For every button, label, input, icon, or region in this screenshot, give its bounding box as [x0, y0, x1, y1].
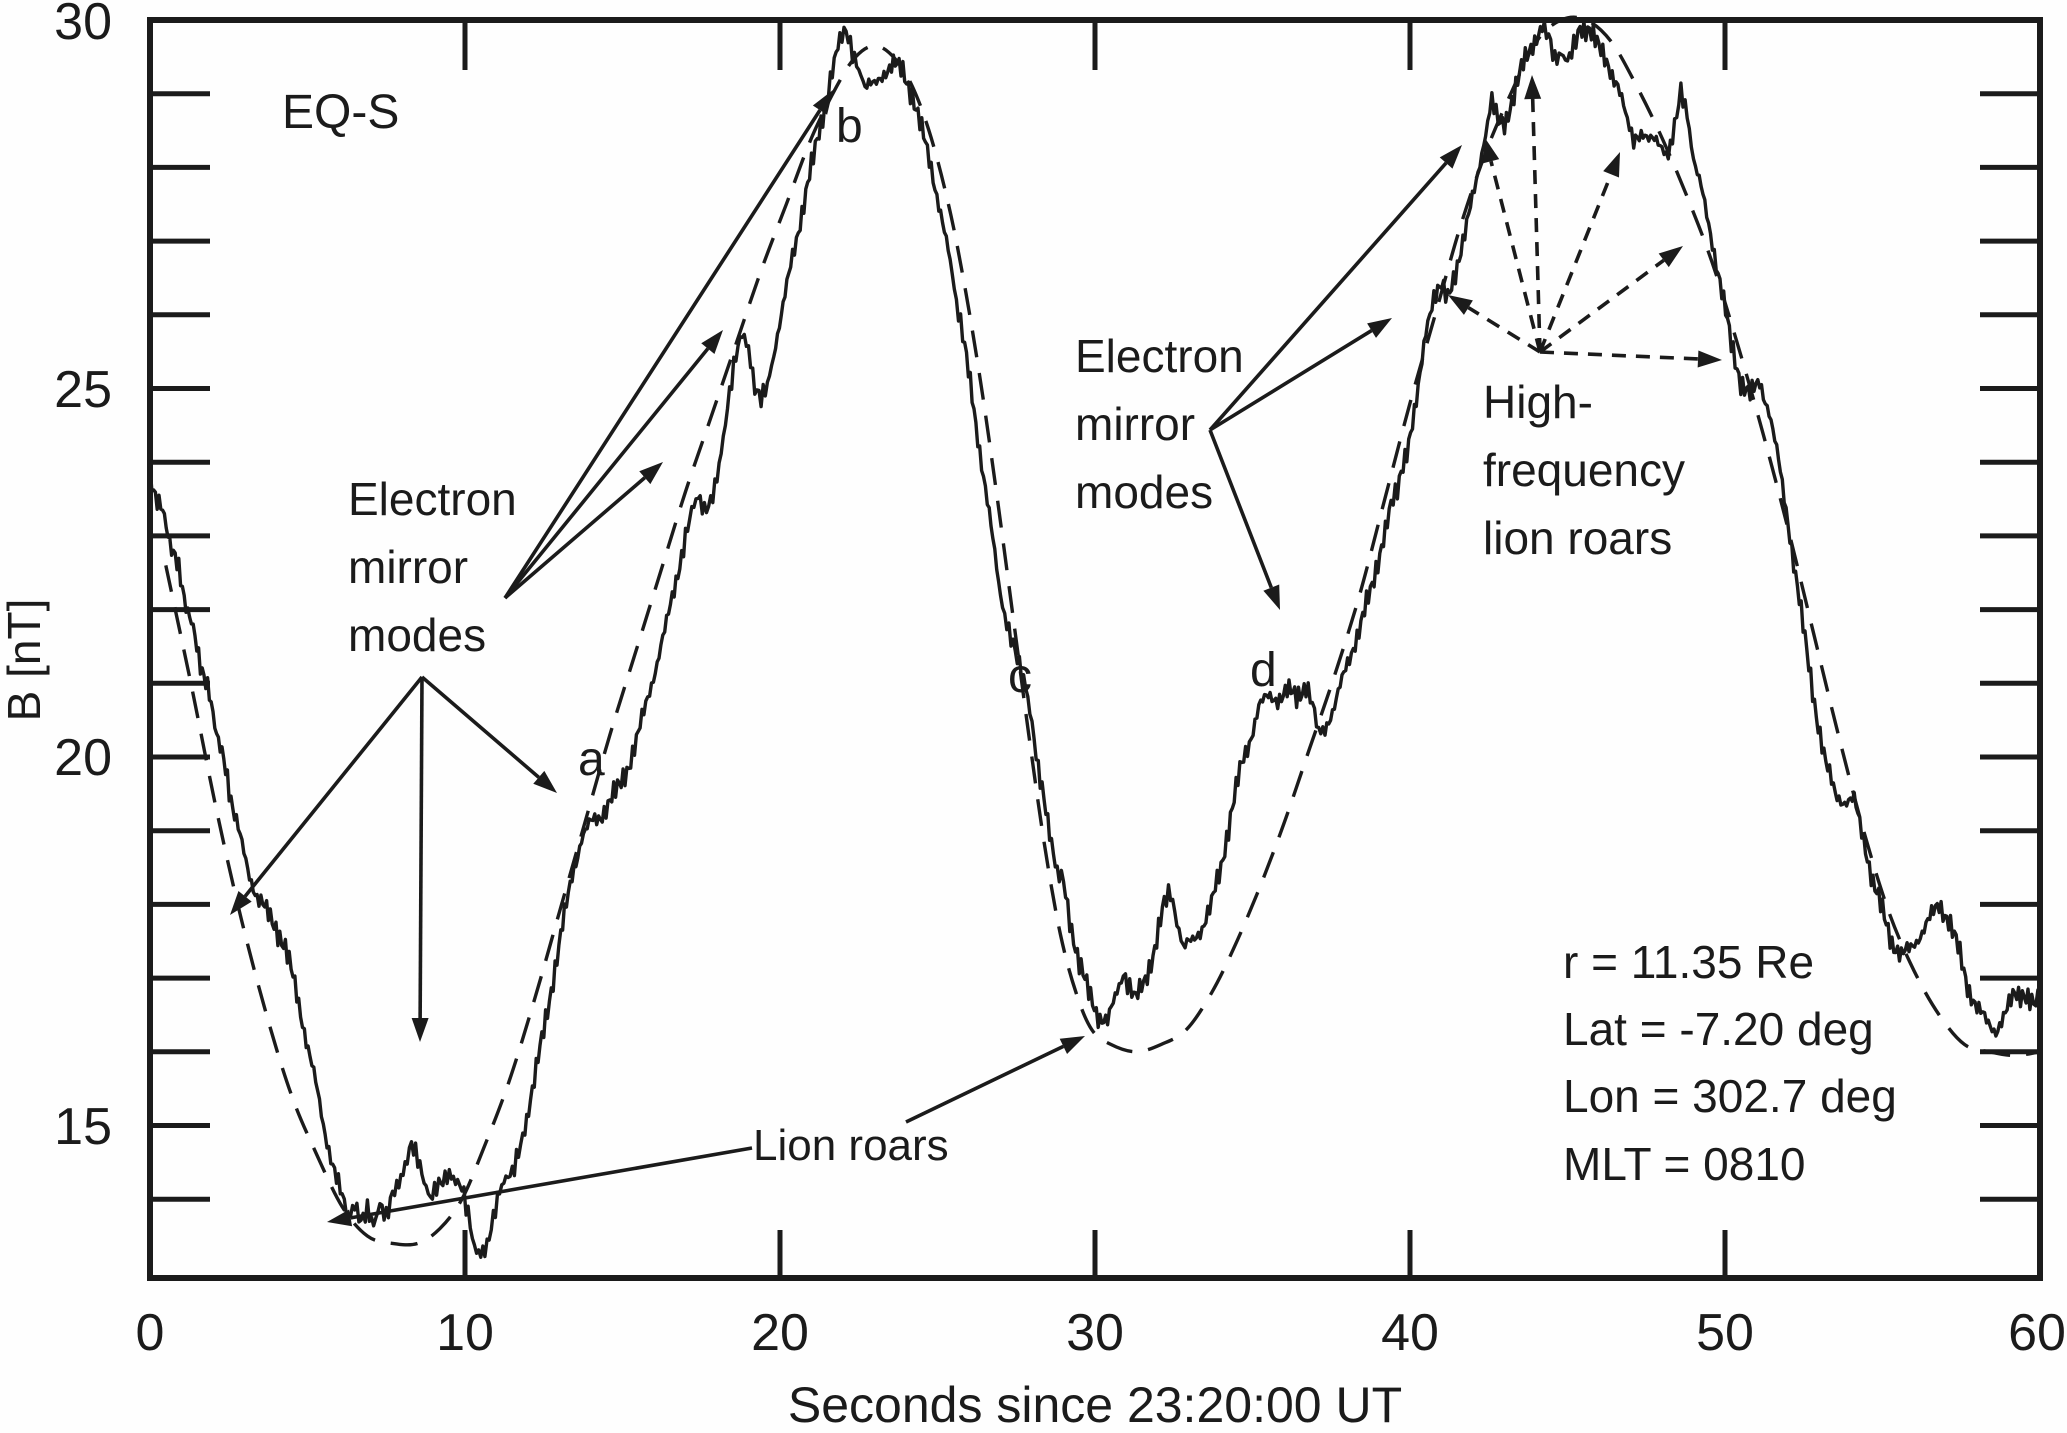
y-axis-title: B [nT] [0, 599, 50, 722]
axis-ticks [150, 20, 2040, 1278]
emm-right-arrow-2-shaft [1208, 429, 1273, 589]
emm-left-arrow-down-1-shaft [418, 676, 424, 1019]
metadata-longitude: Lon = 302.7 deg [1563, 1070, 1897, 1122]
emm-left-arrow-down-2 [420, 675, 557, 793]
y-tick-label-15: 15 [54, 1098, 112, 1156]
x-tick-label-0: 0 [136, 1304, 165, 1362]
y-tick-label-30: 30 [54, 0, 112, 51]
emm-left-arrow-up-2-shaft [503, 476, 646, 600]
emm-left-arrow-down-1-head [411, 1017, 429, 1042]
emm-left-arrow-up-1 [503, 330, 723, 600]
x-axis-title: Seconds since 23:20:00 UT [788, 1377, 1402, 1433]
emm-left-arrow-down-0-head [230, 890, 252, 915]
x-tick-label-60: 60 [2008, 1304, 2066, 1362]
emm-left-arrow-up-0-shaft [503, 109, 822, 599]
emm-left-arrow-up-2 [503, 462, 663, 600]
spacecraft-metadata: r = 11.35 Re Lat = -7.20 deg Lon = 302.7… [1563, 936, 1910, 1190]
emm-right-arrow-1-head [1367, 318, 1392, 338]
hf-lion-roars-arrow-3-head [1603, 152, 1620, 178]
lion-roars-arrow-min1 [327, 1146, 753, 1227]
emm-left-arrow-up-0 [503, 90, 833, 599]
emm-right-arrow-2 [1208, 429, 1280, 610]
lion-roars-arrow-min2 [905, 1036, 1085, 1124]
emm-right-arrow-1-shaft [1209, 329, 1373, 432]
hf-lion-roars-arrow-0-shaft [1467, 306, 1541, 354]
high-frequency-lion-roars-label: High- frequency lion roars [1483, 376, 1698, 564]
emm-left-arrow-down-2-shaft [420, 675, 540, 779]
emm-right-arrow-1 [1209, 318, 1392, 432]
emm-right-arrow-0-shaft [1208, 161, 1448, 432]
hf-lion-roars-arrow-5-head [1697, 350, 1722, 368]
y-tick-label-25: 25 [54, 361, 112, 419]
hf-lion-roars-arrow-1-head [1482, 138, 1500, 164]
lion-roars-arrow-min1-shaft [350, 1146, 753, 1220]
annotation-arrows [230, 75, 1722, 1227]
emm-left-arrow-down-0-shaft [243, 675, 424, 898]
hf-lion-roars-arrow-0 [1448, 295, 1541, 354]
hf-lion-roars-arrow-2 [1524, 75, 1542, 353]
lion-roars-arrow-min1-head [327, 1209, 353, 1227]
hf-lion-roars-arrow-4-shaft [1538, 258, 1665, 354]
y-tick-label-20: 20 [54, 729, 112, 787]
lion-roars-label: Lion roars [753, 1121, 949, 1170]
emm-left-arrow-up-2-head [639, 462, 663, 485]
x-tick-label-40: 40 [1381, 1304, 1439, 1362]
feature-label-a: a [578, 733, 605, 786]
electron-mirror-modes-label-right: Electron mirror modes [1075, 330, 1257, 518]
metadata-mlt: MLT = 0810 [1563, 1138, 1806, 1190]
emm-left-arrow-down-0 [230, 675, 424, 915]
x-tick-label-20: 20 [751, 1304, 809, 1362]
metadata-radius: r = 11.35 Re [1563, 936, 1814, 988]
metadata-latitude: Lat = -7.20 deg [1563, 1003, 1874, 1055]
emm-left-arrow-down-1 [411, 676, 429, 1042]
emm-left-arrow-up-1-head [701, 330, 723, 354]
emm-left-arrow-down-2-head [533, 770, 557, 793]
hf-lion-roars-arrow-3-shaft [1538, 173, 1613, 353]
x-tick-label-30: 30 [1066, 1304, 1124, 1362]
station-label: EQ-S [282, 86, 399, 139]
hf-lion-roars-arrow-3 [1538, 152, 1620, 353]
emm-right-arrow-2-head [1263, 584, 1280, 610]
hf-lion-roars-arrow-2-shaft [1530, 98, 1542, 353]
hf-lion-roars-arrow-1-shaft [1489, 160, 1542, 353]
feature-label-b: b [836, 100, 863, 153]
x-tick-label-50: 50 [1696, 1304, 1754, 1362]
lion-roars-arrow-min2-head [1059, 1036, 1085, 1055]
emm-right-arrow-0 [1208, 145, 1462, 432]
hf-lion-roars-arrow-1 [1482, 138, 1542, 353]
feature-label-c: c [1008, 650, 1032, 703]
hf-lion-roars-arrow-4 [1538, 246, 1683, 354]
lion-roars-arrow-min2-shaft [905, 1044, 1065, 1124]
hf-lion-roars-arrow-5 [1539, 350, 1722, 368]
emm-right-arrow-0-head [1439, 145, 1462, 169]
dashed-envelope-trace [164, 15, 2041, 1247]
hf-lion-roars-arrow-4-head [1658, 246, 1683, 268]
hf-lion-roars-arrow-0-head [1448, 295, 1473, 315]
feature-label-d: d [1250, 644, 1277, 697]
emm-left-arrow-up-0-head [812, 90, 833, 115]
hf-lion-roars-arrow-5-shaft [1539, 350, 1699, 361]
hf-lion-roars-arrow-2-head [1524, 75, 1542, 100]
electron-mirror-modes-label-left: Electron mirror modes [348, 473, 530, 661]
emm-left-arrow-up-1-shaft [503, 347, 710, 600]
x-tick-label-10: 10 [436, 1304, 494, 1362]
